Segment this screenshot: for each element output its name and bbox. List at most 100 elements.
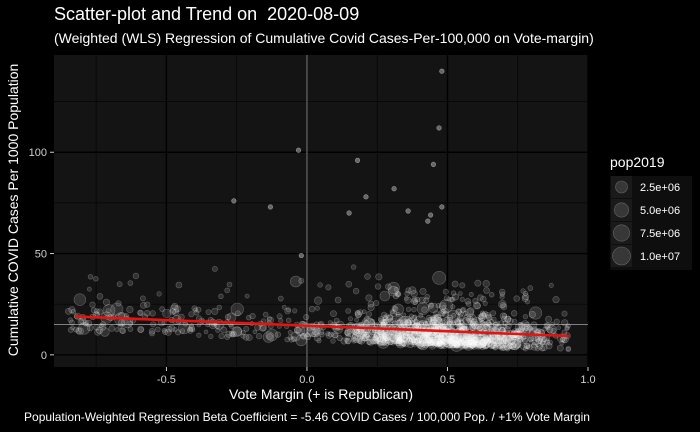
data-point [293,326,301,334]
data-point [499,312,508,320]
data-point [480,295,487,303]
data-point [517,336,524,343]
outlier-point [430,161,437,168]
data-point [394,333,400,339]
data-point [445,342,452,349]
data-point [445,333,453,341]
data-point [524,299,530,305]
data-point [453,341,459,347]
data-point [409,319,416,326]
data-point [476,341,483,348]
data-point [454,319,461,325]
data-point [411,339,418,346]
data-point [408,335,415,342]
data-point [463,341,471,348]
data-point [314,296,323,305]
data-point [397,337,404,344]
data-point [318,329,325,336]
data-point [457,338,465,346]
data-point [452,340,460,348]
data-point [441,333,447,340]
data-point [387,339,394,346]
data-point [441,338,447,344]
data-point [492,322,499,328]
data-point [475,337,481,343]
data-point [479,338,486,344]
data-point [164,328,172,336]
outlier-point [363,194,369,200]
data-point [372,336,380,344]
data-point [82,319,89,326]
data-point [453,318,461,326]
data-point [361,334,369,342]
data-point [403,334,411,342]
data-point [552,296,560,304]
data-point [334,296,342,304]
data-point [501,313,508,319]
data-point [434,336,442,344]
data-point [137,310,143,316]
data-point [482,341,490,349]
data-point [431,336,441,346]
data-point [460,336,467,342]
data-point [380,333,387,340]
reference-lines [54,55,588,367]
data-point [148,328,156,335]
data-point [345,308,352,314]
data-point [216,304,223,311]
data-point [422,336,428,342]
data-point [546,326,554,334]
data-point [468,334,476,342]
data-point [416,302,430,315]
data-point [292,308,298,314]
data-point [298,277,305,284]
data-point [353,329,361,337]
data-point [461,335,475,350]
data-point [332,332,339,339]
data-point [422,321,428,327]
outlier-point [295,147,302,153]
legend-item-label: 2.5e+06 [640,182,680,194]
data-point [485,319,491,326]
data-point [420,334,428,342]
x-tick-label: 1.0 [580,374,595,386]
data-point [437,340,444,346]
data-point [455,343,460,349]
data-point [483,339,491,346]
data-point [457,336,464,343]
data-point [397,335,405,343]
outlier-point [231,198,237,204]
data-point [73,326,79,333]
data-point [419,332,426,339]
data-point [380,311,387,318]
data-point [478,338,485,345]
data-point [193,307,199,313]
data-point [229,323,234,329]
data-point [75,327,82,335]
data-point [544,338,550,344]
data-point [391,305,397,311]
data-point [413,319,420,326]
data-point [380,321,386,327]
outlier-point [405,208,411,214]
data-point [492,337,500,345]
data-point [76,327,84,336]
data-point [506,344,512,350]
legend-key-bg [611,199,632,221]
data-point [395,334,401,341]
data-point [276,313,283,320]
data-point [240,330,246,336]
data-point [262,331,275,343]
data-point [528,310,536,319]
data-point [365,339,372,345]
data-point [453,333,464,344]
data-point [188,324,195,332]
data-point [389,333,394,339]
data-point [435,302,441,309]
data-point [463,313,471,321]
data-point [446,337,453,344]
data-point [208,333,214,340]
data-point [438,342,445,349]
data-point [450,332,456,338]
data-point [300,333,307,340]
